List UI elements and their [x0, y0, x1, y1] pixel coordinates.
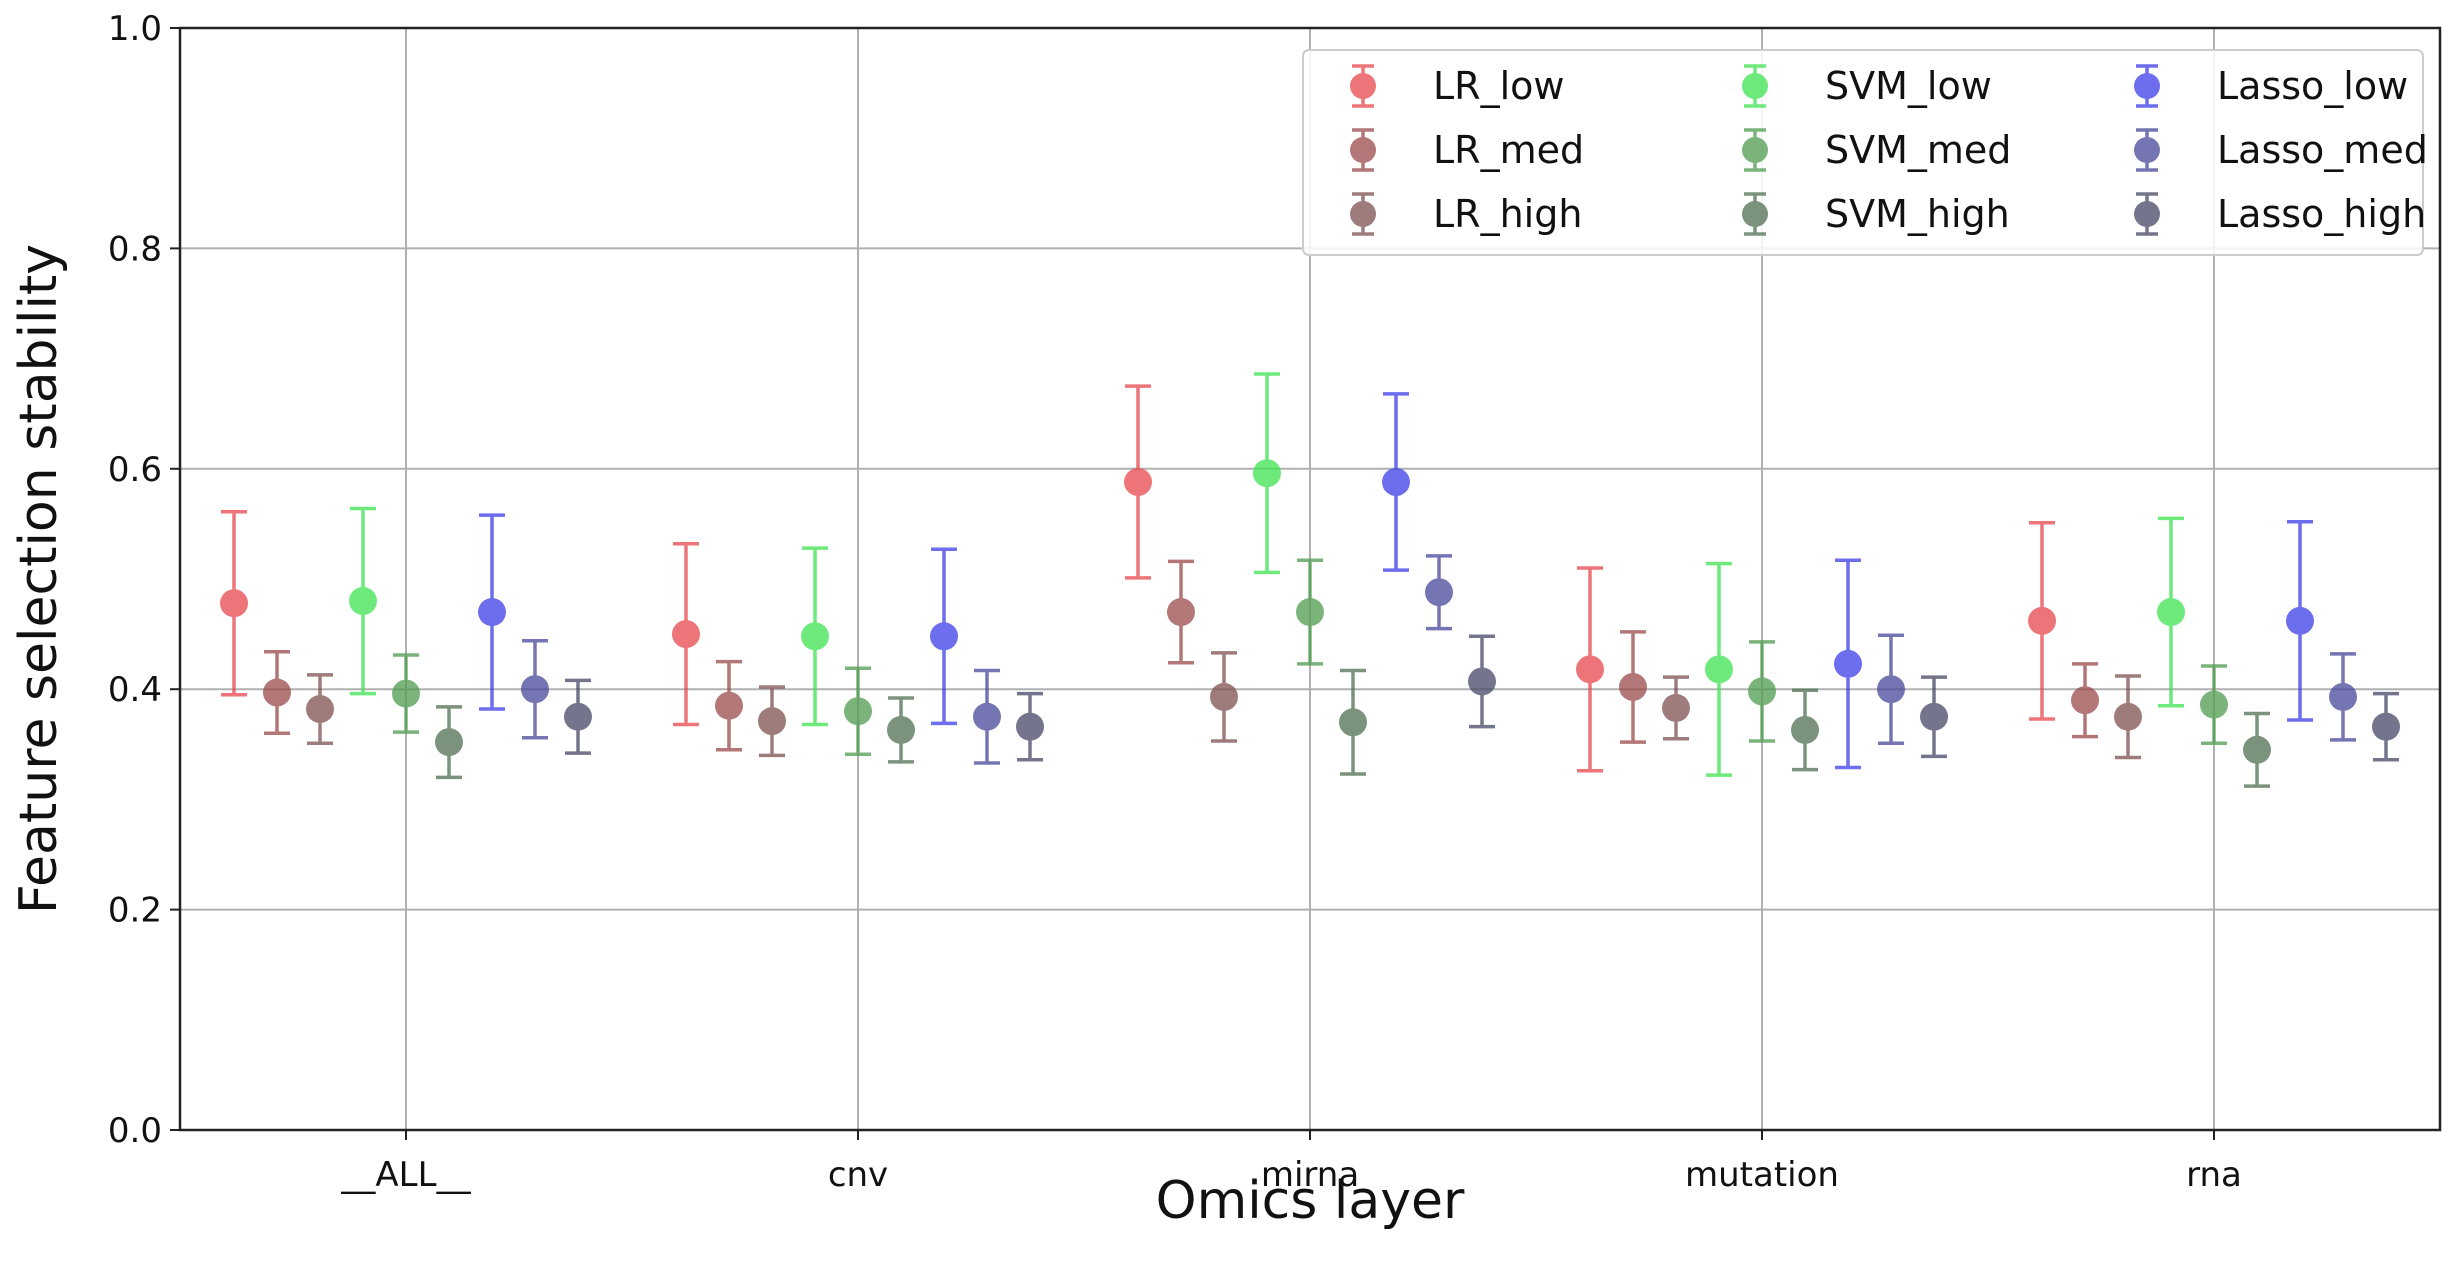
data-point [1210, 682, 1238, 711]
legend-item [2134, 64, 2160, 108]
series-LR_low [220, 384, 2056, 773]
data-point [844, 697, 872, 726]
x-tick-label: cnv [828, 1155, 888, 1195]
data-point [478, 598, 506, 627]
y-axis-title: Feature selection stability [9, 244, 69, 914]
data-point [1339, 708, 1367, 737]
data-point [1253, 459, 1281, 488]
legend-item [1350, 64, 1376, 108]
data-point [435, 728, 463, 757]
data-point [1167, 598, 1195, 627]
legend-marker [1350, 201, 1376, 227]
data-point [2200, 690, 2228, 719]
legend-item [1742, 64, 1768, 108]
legend-item [1742, 192, 1768, 236]
data-point [2157, 598, 2185, 627]
series-Lasso_med [521, 554, 2357, 765]
legend-item [1350, 192, 1376, 236]
data-point [930, 622, 958, 651]
legend-marker [1350, 137, 1376, 163]
x-axis-title: Omics layer [1156, 1171, 1465, 1231]
legend-item [1742, 128, 1768, 172]
data-point [2028, 606, 2056, 635]
y-tick-label: 0.6 [108, 450, 162, 490]
legend-item [2134, 192, 2160, 236]
legend-marker [2134, 201, 2160, 227]
data-point [715, 691, 743, 720]
x-tick-label: mirna [1261, 1155, 1359, 1195]
data-point [392, 679, 420, 708]
series-LR_med [263, 559, 2099, 752]
data-point [263, 678, 291, 707]
data-point [349, 587, 377, 616]
data-point [1468, 667, 1496, 696]
axis-ticks: 0.0 0.2 0.4 0.6 0.8 1.0 __ALL__ cnv mirna mutatio… [108, 9, 2242, 1195]
x-tick-label: mutation [1685, 1155, 1839, 1195]
data-point [306, 695, 334, 724]
data-point [1920, 702, 1948, 731]
x-tick-label: rna [2186, 1155, 2242, 1195]
legend-marker [1742, 201, 1768, 227]
legend-label: LR_low [1433, 64, 1564, 108]
data-point [887, 715, 915, 744]
data-point [2071, 686, 2099, 715]
legend-marker [1350, 73, 1376, 99]
data-point [973, 702, 1001, 731]
data-point [801, 622, 829, 651]
legend-marker [1742, 137, 1768, 163]
series-layer [220, 372, 2400, 788]
series-SVM_med [392, 558, 2228, 756]
legend-marker [2134, 137, 2160, 163]
series-SVM_high [435, 668, 2271, 788]
legend-label: LR_high [1433, 192, 1582, 236]
data-point [1382, 468, 1410, 497]
y-tick-label: 0.8 [108, 229, 162, 269]
legend-label: Lasso_med [2217, 128, 2428, 172]
data-point [1619, 672, 1647, 701]
data-point [1705, 655, 1733, 684]
y-tick-label: 0.4 [108, 670, 162, 710]
data-point [1791, 715, 1819, 744]
data-point [2114, 702, 2142, 731]
data-point [1124, 468, 1152, 497]
data-point [1016, 712, 1044, 741]
y-tick-label: 0.2 [108, 891, 162, 931]
y-tick-label: 0.0 [108, 1111, 162, 1151]
series-Lasso_high [564, 634, 2400, 762]
data-point [220, 589, 248, 618]
legend-marker [2134, 73, 2160, 99]
data-point [2286, 606, 2314, 635]
data-point [1877, 675, 1905, 704]
data-point [758, 707, 786, 736]
y-tick-label: 1.0 [108, 9, 162, 49]
x-tick-label: __ALL__ [340, 1155, 471, 1195]
legend-label: Lasso_low [2217, 64, 2408, 108]
legend-label: SVM_med [1825, 128, 2011, 172]
data-point [1834, 649, 1862, 678]
legend-label: SVM_high [1825, 192, 2010, 236]
legend-marker [1742, 73, 1768, 99]
data-point [1576, 655, 1604, 684]
data-point [1748, 677, 1776, 706]
legend-label: Lasso_high [2217, 192, 2426, 236]
legend: LR_low LR_med LR_high SVM_low SVM_med SVM_hig… [1302, 49, 2428, 256]
legend-label: SVM_low [1825, 64, 1992, 108]
data-point [1662, 693, 1690, 722]
data-point [521, 675, 549, 704]
data-point [1425, 578, 1453, 607]
legend-item [2134, 128, 2160, 172]
series-SVM_low [349, 372, 2185, 777]
series-LR_high [306, 651, 2142, 760]
data-point [2329, 682, 2357, 711]
data-point [672, 620, 700, 649]
legend-item [1350, 128, 1376, 172]
series-Lasso_low [478, 392, 2314, 770]
legend-label: LR_med [1433, 128, 1584, 172]
data-point [2243, 735, 2271, 764]
data-point [2372, 712, 2400, 741]
data-point [564, 702, 592, 731]
data-point [1296, 598, 1324, 627]
